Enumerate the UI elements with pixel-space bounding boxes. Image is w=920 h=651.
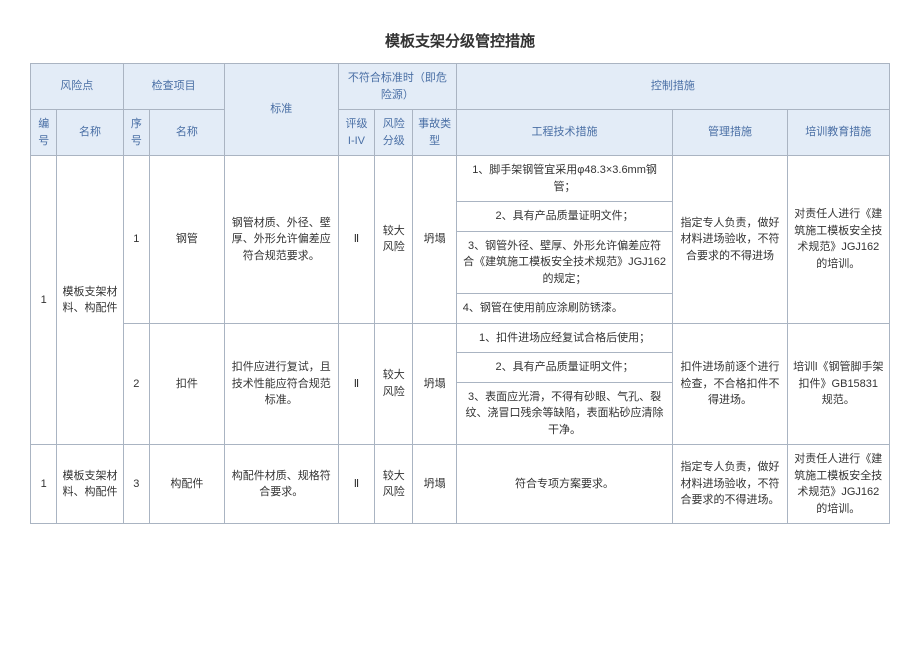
table-row: 1 模板支架材料、构配件 3 构配件 构配件材质、规格符合要求。 Ⅱ 较大风险 … — [31, 445, 890, 524]
cell-peixun: 对责任人进行《建筑施工模板安全技术规范》JGJ162 的培训。 — [787, 156, 889, 324]
cell-peixun: 培训l《钢管脚手架扣件》GB15831 规范。 — [787, 323, 889, 445]
th-pingji: 评级 I-IV — [338, 110, 374, 156]
cell-name: 构配件 — [150, 445, 225, 524]
cell-bianhao: 1 — [31, 156, 57, 445]
cell-mingcheng: 模板支架材料、构配件 — [57, 445, 123, 524]
th-bianhao: 编号 — [31, 110, 57, 156]
th-nonconform: 不符合标准时（即危险源） — [338, 64, 456, 110]
cell-shigu: 坍塌 — [413, 445, 456, 524]
cell-guanli: 指定专人负责，做好材料进场验收，不符合要求的不得进场。 — [673, 445, 787, 524]
table-row: 2 扣件 扣件应进行复试，且技术性能应符合规范标准。 Ⅱ 较大风险 坍塌 1、扣… — [31, 323, 890, 353]
cell-name: 钢管 — [150, 156, 225, 324]
th-risk-point: 风险点 — [31, 64, 124, 110]
cell-tech: 2、具有产品质量证明文件； — [456, 353, 673, 383]
cell-tech: 1、脚手架钢管宜采用φ48.3×3.6mm钢管； — [456, 156, 673, 202]
cell-fenji: 较大风险 — [375, 323, 413, 445]
cell-pingji: Ⅱ — [338, 445, 374, 524]
th-name2: 名称 — [150, 110, 225, 156]
cell-xuhao: 1 — [123, 156, 149, 324]
cell-peixun: 对责任人进行《建筑施工模板安全技术规范》JGJ162 的培训。 — [787, 445, 889, 524]
cell-standard: 钢管材质、外径、壁厚、外形允许偏差应符合规范要求。 — [224, 156, 338, 324]
th-peixun: 培训教育措施 — [787, 110, 889, 156]
cell-guanli: 扣件进场前逐个进行检查，不合格扣件不得进场。 — [673, 323, 787, 445]
control-table: 风险点 检查项目 标准 不符合标准时（即危险源） 控制措施 编号 名称 序号 名… — [30, 63, 890, 524]
cell-fenji: 较大风险 — [375, 445, 413, 524]
th-guanli: 管理措施 — [673, 110, 787, 156]
cell-tech: 3、钢管外径、壁厚、外形允许偏差应符合《建筑施工模板安全技术规范》JGJ162 … — [456, 231, 673, 294]
th-fenji: 风险分级 — [375, 110, 413, 156]
cell-guanli: 指定专人负责，做好材料进场验收，不符合要求的不得进场 — [673, 156, 787, 324]
th-check-item: 检查项目 — [123, 64, 224, 110]
cell-xuhao: 3 — [123, 445, 149, 524]
th-standard: 标准 — [224, 64, 338, 156]
cell-fenji: 较大风险 — [375, 156, 413, 324]
cell-tech: 符合专项方案要求。 — [456, 445, 673, 524]
cell-standard: 构配件材质、规格符合要求。 — [224, 445, 338, 524]
th-shigu: 事故类型 — [413, 110, 456, 156]
th-mingcheng: 名称 — [57, 110, 123, 156]
cell-tech: 3、表面应光滑，不得有砂眼、气孔、裂纹、浇冒口残余等缺陷，表面粘砂应清除干净。 — [456, 382, 673, 445]
cell-tech: 2、具有产品质量证明文件； — [456, 202, 673, 232]
cell-pingji: Ⅱ — [338, 156, 374, 324]
cell-standard: 扣件应进行复试，且技术性能应符合规范标准。 — [224, 323, 338, 445]
cell-bianhao: 1 — [31, 445, 57, 524]
table-row: 1 模板支架材料、构配件 1 钢管 钢管材质、外径、壁厚、外形允许偏差应符合规范… — [31, 156, 890, 202]
cell-shigu: 坍塌 — [413, 156, 456, 324]
th-gongcheng: 工程技术措施 — [456, 110, 673, 156]
cell-shigu: 坍塌 — [413, 323, 456, 445]
page-title: 模板支架分级管控措施 — [30, 30, 890, 51]
cell-mingcheng: 模板支架材料、构配件 — [57, 156, 123, 445]
cell-pingji: Ⅱ — [338, 323, 374, 445]
cell-tech: 1、扣件进场应经复试合格后使用； — [456, 323, 673, 353]
th-control: 控制措施 — [456, 64, 889, 110]
cell-tech: 4、钢管在使用前应涂刷防锈漆。 — [456, 294, 673, 324]
cell-xuhao: 2 — [123, 323, 149, 445]
th-xuhao: 序号 — [123, 110, 149, 156]
cell-name: 扣件 — [150, 323, 225, 445]
